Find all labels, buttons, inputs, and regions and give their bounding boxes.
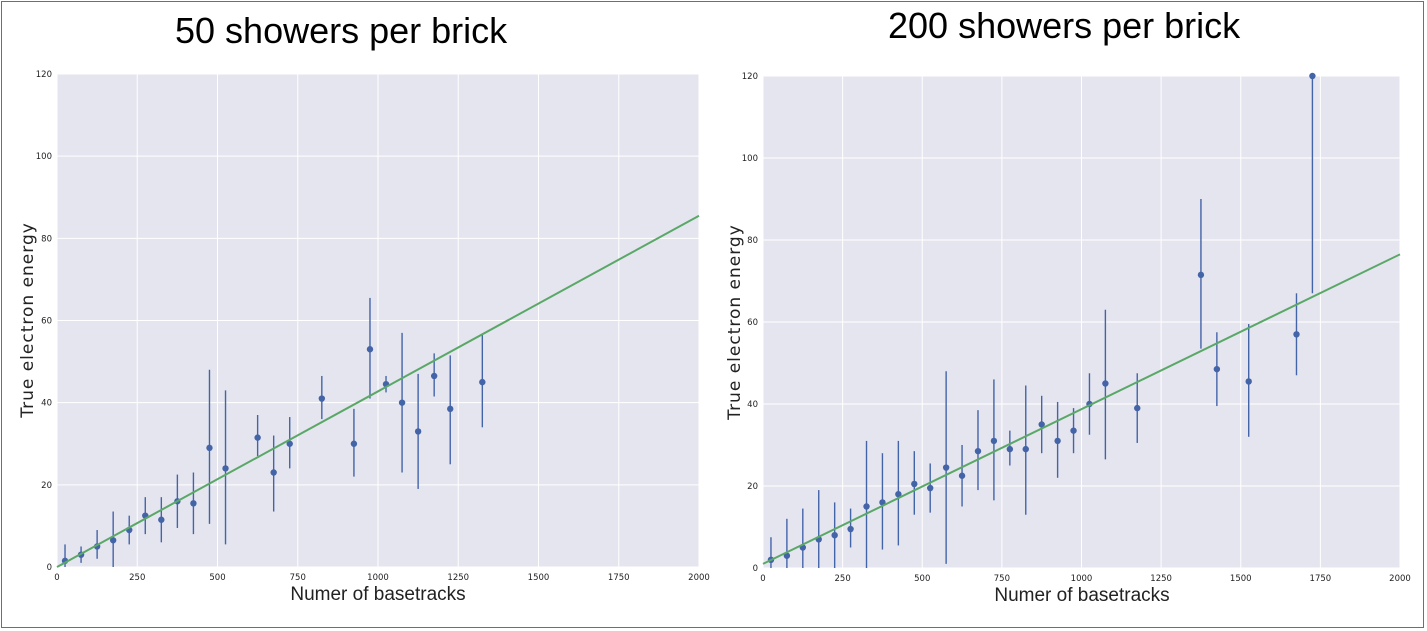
chart-title-left: 50 showers per brick — [175, 10, 508, 51]
data-point — [1038, 421, 1045, 428]
y-tick-label: 100 — [36, 152, 52, 162]
data-point — [190, 500, 197, 507]
data-point — [1006, 445, 1014, 453]
data-point — [942, 464, 950, 471]
y-tick-label: 120 — [742, 72, 758, 82]
x-tick-label: 750 — [994, 574, 1010, 584]
data-point — [1134, 404, 1141, 412]
y-tick-label: 40 — [41, 399, 52, 409]
data-point — [1309, 72, 1316, 80]
data-point — [911, 480, 918, 488]
x-axis-label: Numer of basetracks — [290, 584, 465, 605]
data-point — [958, 472, 966, 479]
data-point — [286, 440, 293, 447]
data-point — [895, 491, 902, 498]
y-tick-label: 80 — [41, 234, 52, 244]
x-tick-label: 750 — [290, 573, 306, 583]
data-point — [350, 440, 358, 447]
y-tick-label: 60 — [747, 318, 758, 328]
fit-line — [762, 253, 1401, 565]
data-point — [254, 434, 261, 441]
x-tick-label: 1750 — [1310, 574, 1332, 584]
x-tick-label: 1250 — [447, 573, 469, 583]
x-tick-label: 1500 — [1230, 574, 1252, 584]
y-axis-label: True electron energy — [725, 224, 745, 421]
y-tick-label: 100 — [742, 154, 758, 164]
chart-title-right: 200 showers per brick — [888, 5, 1241, 46]
data-point — [974, 447, 982, 455]
data-point — [398, 399, 406, 406]
y-tick-label: 20 — [747, 482, 758, 492]
y-tick-label: 40 — [747, 400, 758, 410]
y-tick-label: 120 — [36, 70, 52, 80]
data-point — [366, 346, 374, 353]
y-tick-label: 0 — [47, 563, 52, 573]
data-point — [158, 516, 165, 523]
data-point — [831, 532, 838, 539]
data-point — [447, 405, 454, 413]
data-point — [1054, 437, 1061, 445]
x-tick-label: 250 — [835, 574, 851, 584]
data-point — [206, 444, 213, 452]
data-point — [847, 525, 854, 533]
x-tick-label: 500 — [914, 574, 930, 584]
data-point — [1102, 380, 1109, 387]
data-point — [318, 395, 326, 402]
data-point — [1070, 427, 1077, 434]
x-axis-label: Numer of basetracks — [994, 585, 1169, 606]
y-tick-label: 20 — [41, 481, 52, 491]
x-tick-label: 1750 — [608, 573, 630, 583]
data-point — [990, 437, 998, 445]
data-point — [430, 372, 438, 380]
data-point — [1197, 271, 1205, 279]
x-tick-label: 1000 — [367, 573, 389, 583]
data-point — [270, 469, 277, 476]
x-tick-label: 1000 — [1071, 574, 1093, 584]
data-point — [863, 503, 870, 510]
data-point — [222, 465, 229, 472]
data-point — [927, 484, 934, 492]
y-tick-label: 0 — [753, 564, 758, 574]
x-tick-label: 500 — [209, 573, 225, 583]
x-tick-label: 2000 — [1389, 574, 1411, 584]
y-axis-label: True electron energy — [18, 222, 38, 419]
x-tick-label: 1500 — [528, 573, 550, 583]
data-point — [414, 428, 422, 435]
data-point — [479, 378, 486, 386]
y-tick-label: 60 — [41, 317, 52, 327]
y-tick-label: 80 — [747, 236, 758, 246]
data-point — [1213, 365, 1221, 373]
x-tick-label: 250 — [129, 573, 145, 583]
x-tick-label: 0 — [54, 573, 59, 583]
x-tick-label: 0 — [760, 574, 765, 584]
data-point — [1245, 378, 1252, 385]
data-point — [1293, 331, 1300, 338]
x-tick-label: 2000 — [688, 573, 710, 583]
x-tick-label: 1250 — [1150, 574, 1172, 584]
data-point — [109, 537, 117, 544]
fit-line — [56, 214, 700, 568]
data-point — [1022, 445, 1029, 453]
